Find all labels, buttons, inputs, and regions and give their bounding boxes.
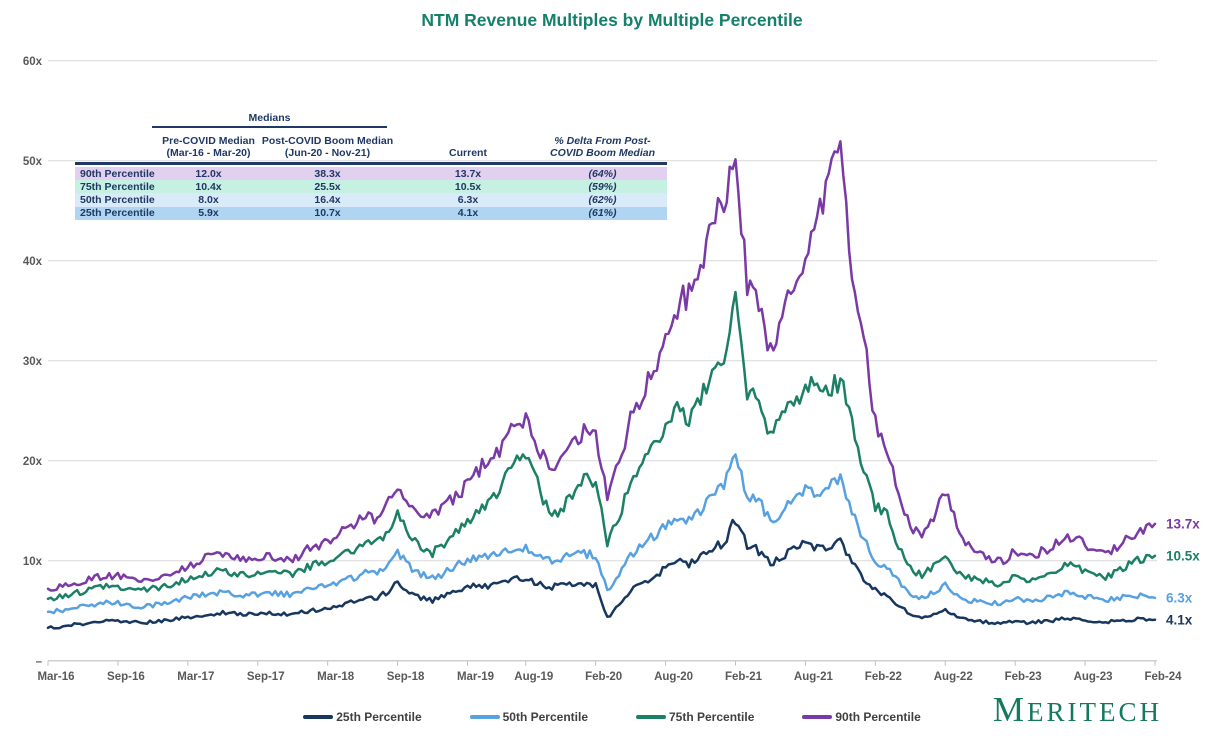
meritech-logo: MERITECH: [992, 690, 1162, 729]
current-value: 6.3x: [457, 193, 479, 206]
x-axis-tick-label: Mar-17: [177, 671, 214, 683]
table-body: 90th Percentile 12.0x 38.3x 13.7x (64%) 75th …: [75, 167, 667, 220]
x-axis-tick-label: Aug-19: [514, 671, 553, 683]
y-axis-tick-label: 10x: [23, 556, 43, 568]
x-axis-tick-label: Feb-20: [585, 671, 622, 683]
legend-label: 90th Percentile: [835, 710, 921, 724]
x-axis-tick-label: Feb-24: [1144, 671, 1182, 683]
table-row: 90th Percentile 12.0x 38.3x 13.7x (64%): [75, 167, 667, 181]
pre-covid-median-value: 12.0x: [195, 167, 222, 180]
post-covid-median-value: 25.5x: [314, 180, 341, 193]
table-column-header: Current: [449, 146, 487, 159]
series-end-value-label: 13.7x: [1166, 516, 1200, 531]
table-column-header: Post-COVID Boom Median (Jun-20 - Nov-21): [261, 134, 394, 159]
legend-line-swatch: [303, 715, 334, 719]
legend-label: 75th Percentile: [669, 710, 755, 724]
legend-line-swatch: [469, 715, 500, 719]
table-column-header: Pre-COVID Median (Mar-16 - Mar-20): [162, 134, 255, 159]
legend-item: 50th Percentile: [469, 710, 588, 724]
x-axis-tick-label: Sep-17: [247, 671, 285, 683]
x-axis-tick-label: Mar-18: [317, 671, 355, 683]
x-axis-tick-label: Aug-21: [794, 671, 834, 683]
series-line-90th-percentile: [46, 140, 1157, 592]
current-value: 4.1x: [457, 207, 479, 220]
y-axis-tick-label: –: [36, 656, 43, 668]
x-axis-tick-label: Mar-19: [457, 671, 494, 683]
table-row: 50th Percentile 8.0x 16.4x 6.3x (62%): [75, 193, 667, 207]
x-axis-tick-label: Feb-23: [1005, 671, 1042, 683]
pre-covid-median-value: 5.9x: [198, 207, 219, 220]
table-row: 25th Percentile 5.9x 10.7x 4.1x (61%): [75, 206, 667, 220]
x-axis-tick-label: Mar-16: [37, 671, 74, 683]
chart-legend: 25th Percentile 50th Percentile 75th Perce…: [0, 710, 1224, 724]
table-column-header: % Delta From Post- COVID Boom Median: [549, 134, 655, 159]
y-axis-tick-label: 60x: [23, 56, 43, 68]
pre-covid-median-value: 8.0x: [198, 193, 219, 206]
y-axis-tick-label: 50x: [23, 156, 43, 168]
delta-value: (64%): [588, 167, 617, 180]
legend-line-swatch: [636, 715, 666, 719]
series-end-value-label: 10.5x: [1166, 548, 1200, 563]
table-group-header: Medians: [152, 112, 387, 129]
series-end-value-label: 6.3x: [1166, 590, 1193, 605]
post-covid-median-value: 16.4x: [314, 193, 341, 206]
series-line-50th-percentile: [46, 453, 1157, 615]
row-label: 75th Percentile: [80, 180, 155, 193]
x-axis-tick-label: Feb-22: [865, 671, 902, 683]
y-axis-tick-label: 20x: [23, 456, 43, 468]
legend-label: 25th Percentile: [336, 710, 422, 724]
delta-value: (61%): [588, 207, 617, 220]
delta-value: (59%): [588, 180, 617, 193]
row-label: 50th Percentile: [80, 193, 155, 206]
series-end-value-label: 4.1x: [1166, 612, 1193, 627]
delta-value: (62%): [588, 193, 617, 206]
legend-item: 90th Percentile: [802, 710, 921, 724]
y-axis-tick-label: 30x: [23, 356, 43, 368]
legend-label: 50th Percentile: [502, 710, 588, 724]
post-covid-median-value: 10.7x: [314, 207, 341, 220]
x-axis-tick-label: Aug-20: [654, 671, 693, 683]
pre-covid-median-value: 10.4x: [195, 180, 222, 193]
x-axis-tick-label: Aug-22: [934, 671, 973, 683]
series-line-25th-percentile: [46, 518, 1157, 630]
current-value: 10.5x: [454, 180, 482, 193]
y-axis-tick-label: 40x: [23, 256, 43, 268]
legend-line-swatch: [802, 715, 833, 719]
legend-item: 75th Percentile: [636, 710, 754, 724]
x-axis-tick-label: Feb-21: [725, 671, 763, 683]
logo-first-letter: M: [992, 690, 1027, 729]
post-covid-median-value: 38.3x: [314, 167, 341, 180]
table-row: 75th Percentile 10.4x 25.5x 10.5x (59%): [75, 180, 667, 194]
row-label: 90th Percentile: [80, 167, 155, 180]
x-axis-tick-label: Aug-23: [1074, 671, 1113, 683]
x-axis-tick-label: Sep-16: [107, 671, 145, 683]
current-value: 13.7x: [454, 167, 482, 180]
series-line-75th-percentile: [46, 290, 1157, 602]
row-label: 25th Percentile: [80, 207, 155, 220]
x-axis-tick-label: Sep-18: [387, 671, 425, 683]
legend-item: 25th Percentile: [303, 710, 422, 724]
table-header-row: Pre-COVID Median (Mar-16 - Mar-20) Post-CO…: [75, 131, 667, 165]
page-title: NTM Revenue Multiples by Multiple Percen…: [421, 10, 803, 30]
